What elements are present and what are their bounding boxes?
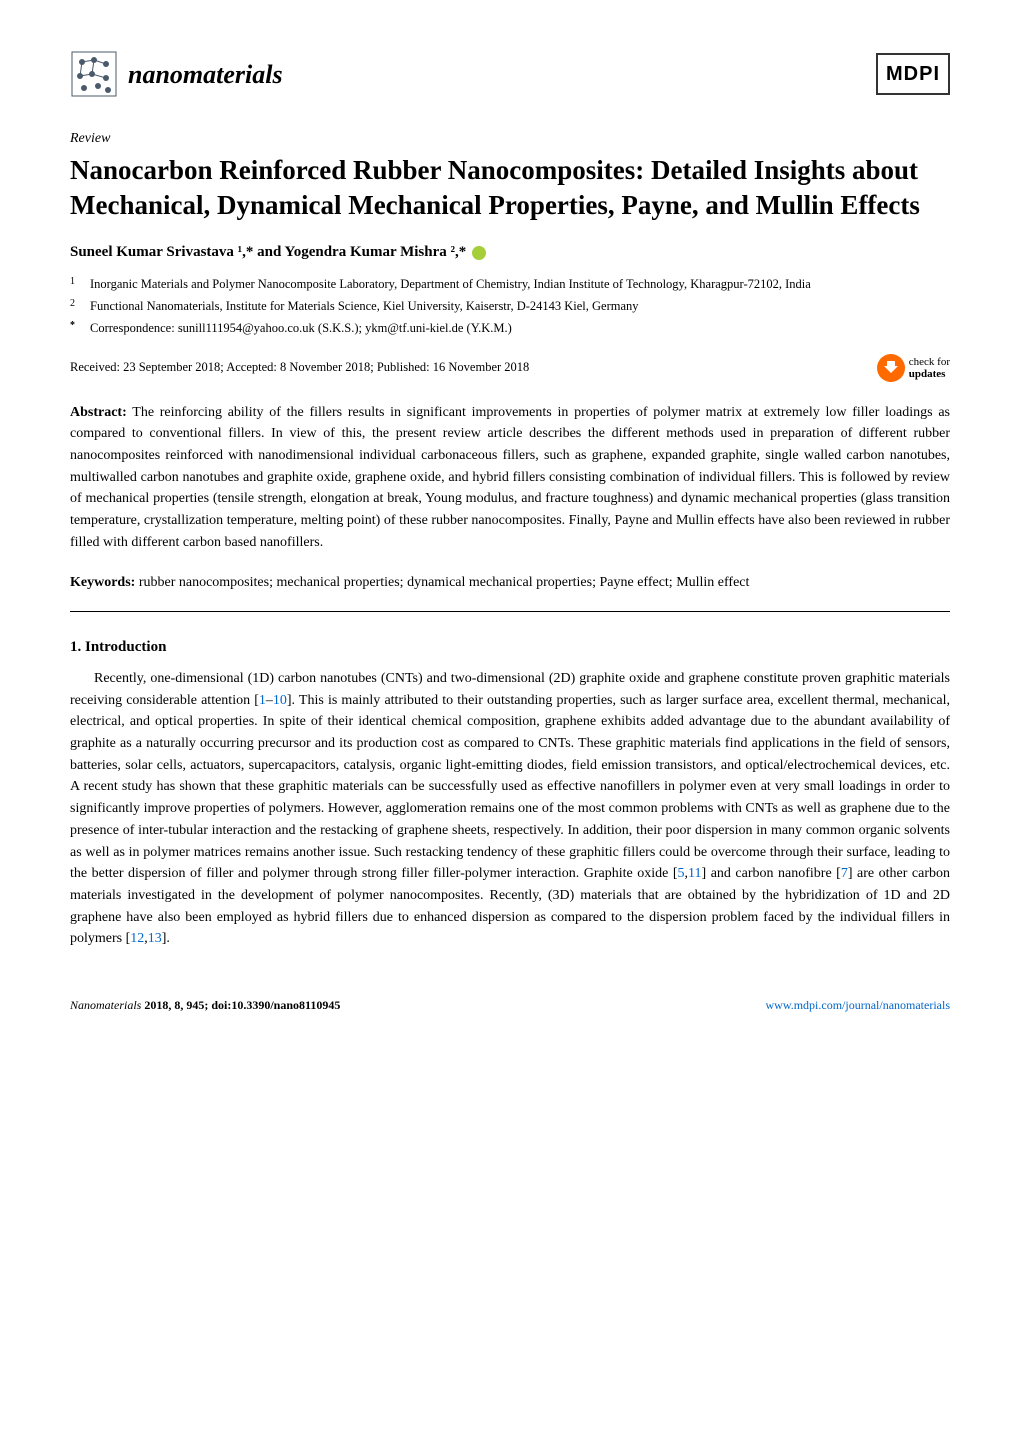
- footer-left: Nanomaterials 2018, 8, 945; doi:10.3390/…: [70, 996, 340, 1014]
- check-updates-button[interactable]: check forupdates: [877, 354, 950, 382]
- body-text: ].: [162, 931, 170, 946]
- affiliations-block: 1 Inorganic Materials and Polymer Nanoco…: [70, 274, 950, 338]
- abstract-label: Abstract:: [70, 405, 127, 420]
- introduction-paragraph: Recently, one-dimensional (1D) carbon na…: [70, 668, 950, 950]
- reference-link[interactable]: 12: [130, 931, 144, 946]
- affiliation-marker: 1: [70, 274, 75, 290]
- check-updates-label: check forupdates: [909, 356, 950, 380]
- authors-line: Suneel Kumar Srivastava ¹,* and Yogendra…: [70, 241, 950, 264]
- abstract-text: The reinforcing ability of the fillers r…: [70, 405, 950, 550]
- reference-link[interactable]: 1: [259, 693, 266, 708]
- keywords-label: Keywords:: [70, 575, 135, 590]
- journal-name: nanomaterials: [128, 55, 283, 94]
- body-text: –: [266, 693, 273, 708]
- footer-year-vol: 2018, 8, 945; doi:10.3390/nano8110945: [141, 998, 340, 1012]
- affiliation-item: * Correspondence: sunill111954@yahoo.co.…: [90, 318, 950, 338]
- reference-link[interactable]: 7: [841, 866, 848, 881]
- page-footer: Nanomaterials 2018, 8, 945; doi:10.3390/…: [70, 990, 950, 1014]
- affiliation-text: Functional Nanomaterials, Institute for …: [90, 299, 639, 313]
- section-divider: [70, 611, 950, 612]
- affiliation-text: Inorganic Materials and Polymer Nanocomp…: [90, 277, 811, 291]
- affiliation-marker: 2: [70, 296, 75, 312]
- journal-brand: nanomaterials: [70, 50, 283, 98]
- affiliation-item: 2 Functional Nanomaterials, Institute fo…: [90, 296, 950, 316]
- reference-link[interactable]: 11: [688, 866, 701, 881]
- authors-text: Suneel Kumar Srivastava ¹,* and Yogendra…: [70, 244, 466, 260]
- body-text: ] and carbon nanofibre [: [702, 866, 841, 881]
- page-header: nanomaterials MDPI: [70, 50, 950, 98]
- affiliation-text: Correspondence: sunill111954@yahoo.co.uk…: [90, 321, 512, 335]
- publisher-logo: MDPI: [876, 53, 950, 95]
- article-type: Review: [70, 128, 950, 149]
- reference-link[interactable]: 13: [148, 931, 162, 946]
- keywords-text: rubber nanocomposites; mechanical proper…: [139, 575, 750, 590]
- footer-journal-url[interactable]: www.mdpi.com/journal/nanomaterials: [765, 996, 950, 1014]
- check-updates-icon: [877, 354, 905, 382]
- abstract-block: Abstract: The reinforcing ability of the…: [70, 402, 950, 554]
- journal-logo-icon: [70, 50, 118, 98]
- affiliation-item: 1 Inorganic Materials and Polymer Nanoco…: [90, 274, 950, 294]
- dates-row: Received: 23 September 2018; Accepted: 8…: [70, 354, 950, 382]
- reference-link[interactable]: 5: [678, 866, 685, 881]
- orcid-icon[interactable]: [472, 246, 486, 260]
- reference-link[interactable]: 10: [273, 693, 287, 708]
- body-text: ]. This is mainly attributed to their ou…: [70, 693, 950, 882]
- section-heading: 1. Introduction: [70, 636, 950, 659]
- keywords-block: Keywords: rubber nanocomposites; mechani…: [70, 572, 950, 593]
- footer-journal-name: Nanomaterials: [70, 998, 141, 1012]
- affiliation-marker: *: [70, 318, 75, 334]
- article-title: Nanocarbon Reinforced Rubber Nanocomposi…: [70, 153, 950, 223]
- publication-dates: Received: 23 September 2018; Accepted: 8…: [70, 358, 529, 377]
